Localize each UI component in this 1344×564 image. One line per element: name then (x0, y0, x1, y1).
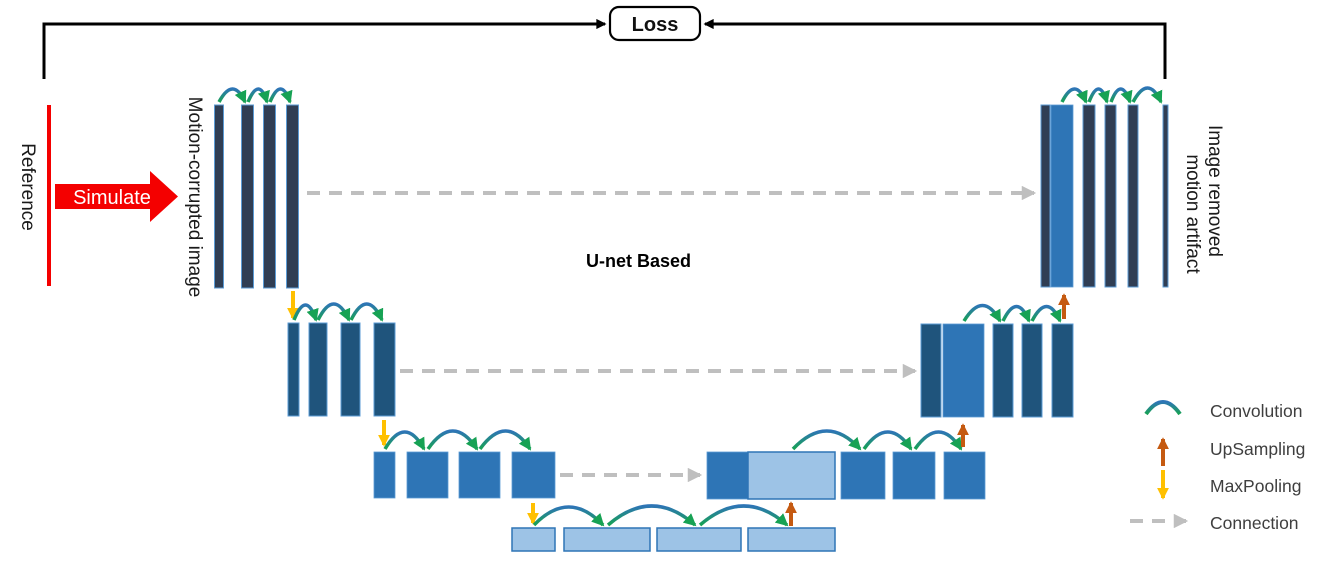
simulate-arrow-icon (55, 171, 178, 222)
decoder-l3-bar (706, 451, 749, 500)
output-to-loss-arrow (703, 18, 1167, 79)
encoder-l3-bar (511, 451, 556, 499)
reference-label: Reference (17, 143, 38, 231)
encoder-l3-bar (458, 451, 501, 499)
legend-label-maxpooling: MaxPooling (1210, 476, 1301, 496)
convolution-arc-icon (246, 87, 270, 104)
encoder-l2-bar (340, 322, 361, 417)
convolution-arc-icon (1144, 400, 1182, 416)
decoder-l2-skip-bar (942, 323, 985, 418)
decoder-l1-bar (1040, 104, 1051, 288)
encoder-l3-bar (373, 451, 396, 499)
encoder-l2-bar (373, 322, 396, 417)
output-label-line1: Image removed (1204, 125, 1225, 257)
encoder-l3-bar (406, 451, 449, 499)
convolution-arc-icon (698, 504, 789, 527)
legend-label-convolution: Convolution (1210, 401, 1302, 421)
decoder-l1-bar (1104, 104, 1117, 288)
convolution-arc-icon (1109, 87, 1133, 104)
decoder-l1-bar (1127, 104, 1139, 288)
encoder-l1-bar (286, 104, 299, 289)
convolution-arc-icon (532, 505, 605, 527)
encoder-level-1 (214, 87, 299, 320)
output-label-group: Image removed motion artifact (1182, 125, 1225, 274)
convolution-arc-icon (268, 87, 293, 104)
decoder-l2-bar (920, 323, 942, 418)
bottleneck-bar (656, 527, 742, 552)
convolution-arc-icon (1001, 304, 1031, 323)
convolution-arc-icon (383, 430, 426, 451)
convolution-arc-icon (349, 302, 384, 322)
bottleneck-bar (747, 527, 836, 552)
decoder-l3-bar (943, 451, 986, 500)
decoder-output-bar (1162, 104, 1169, 288)
decoder-level-2 (920, 293, 1074, 418)
output-label-line2: motion artifact (1182, 154, 1203, 274)
convolution-arc-icon (962, 303, 1002, 323)
unet-title: U-net Based (586, 251, 691, 271)
decoder-l1-skip-bar (1050, 104, 1074, 288)
convolution-arc-icon (1030, 304, 1062, 323)
decoder-l3-bar (892, 451, 936, 500)
bottleneck-bar (511, 527, 556, 552)
input-image-label: Motion-corrupted image (184, 97, 205, 298)
decoder-l3-skip-bar (747, 451, 836, 500)
convolution-arc-icon (316, 302, 351, 322)
encoder-l2-bar (308, 322, 328, 417)
reference-group: Reference Simulate Motion-corrupted imag… (17, 97, 205, 298)
convolution-arc-icon (1131, 86, 1163, 104)
convolution-arc-icon (478, 429, 532, 451)
bottleneck-level-4 (511, 501, 836, 552)
decoder-level-1 (1040, 86, 1169, 288)
decoder-l1-bar (1082, 104, 1096, 288)
legend-label-upsampling: UpSampling (1210, 439, 1305, 459)
loss-flow: Loss (42, 5, 1167, 79)
legend-label-connection: Connection (1210, 513, 1299, 533)
decoder-l2-bar (992, 323, 1014, 418)
convolution-arc-icon (791, 429, 862, 451)
simulate-label: Simulate (73, 187, 151, 209)
encoder-l1-bar (263, 104, 276, 289)
convolution-arc-icon (862, 430, 913, 451)
convolution-arc-icon (217, 87, 247, 104)
bottleneck-bar (563, 527, 651, 552)
decoder-l2-bar (1021, 323, 1043, 418)
skip-connections (307, 185, 1037, 483)
decoder-l2-bar (1051, 323, 1074, 418)
encoder-level-3 (373, 429, 556, 525)
convolution-arc-icon (606, 504, 697, 527)
encoder-l2-bar (287, 322, 300, 417)
convolution-arc-icon (426, 429, 479, 451)
encoder-l1-bar (214, 104, 224, 289)
encoder-level-2 (287, 302, 396, 447)
loss-box (608, 5, 702, 42)
convolution-arc-icon (1060, 87, 1088, 104)
loss-label: Loss (632, 14, 679, 36)
convolution-arc-icon (913, 430, 963, 451)
convolution-arc-icon (292, 303, 319, 322)
reference-to-loss-arrow (42, 18, 607, 79)
decoder-l3-bar (840, 451, 886, 500)
encoder-l1-bar (241, 104, 254, 289)
convolution-arc-icon (1087, 87, 1110, 104)
decoder-level-3 (706, 423, 986, 500)
legend: Convolution UpSampling MaxPooling Connec… (1130, 400, 1305, 533)
